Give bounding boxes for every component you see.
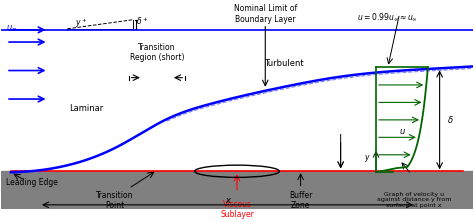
Text: Leading Edge: Leading Edge: [6, 178, 58, 187]
Text: $y^+$: $y^+$: [75, 16, 88, 30]
Text: $u = 0.99u_{\infty} \approx u_{\infty}$: $u = 0.99u_{\infty} \approx u_{\infty}$: [357, 12, 418, 23]
Text: Buffer
Zone: Buffer Zone: [289, 191, 312, 210]
Text: Turbulent: Turbulent: [264, 59, 304, 68]
Text: u: u: [399, 127, 404, 136]
Text: Nominal Limit of
Boundary Layer: Nominal Limit of Boundary Layer: [234, 4, 297, 24]
Text: $\delta^+$: $\delta^+$: [136, 15, 148, 27]
Bar: [1, 171, 473, 209]
Text: Transition
Point: Transition Point: [96, 191, 133, 210]
Text: $u_{\infty}$: $u_{\infty}$: [6, 23, 18, 33]
Text: x: x: [225, 196, 230, 205]
Text: $\delta$: $\delta$: [447, 114, 454, 125]
Text: Viscous
Sublayer: Viscous Sublayer: [220, 200, 254, 219]
Text: y: y: [365, 153, 369, 162]
Text: Graph of velocity u
against distance y from
surface at point x: Graph of velocity u against distance y f…: [376, 192, 451, 208]
Text: Transition
Region (short): Transition Region (short): [130, 43, 184, 62]
Text: Laminar: Laminar: [69, 104, 103, 113]
